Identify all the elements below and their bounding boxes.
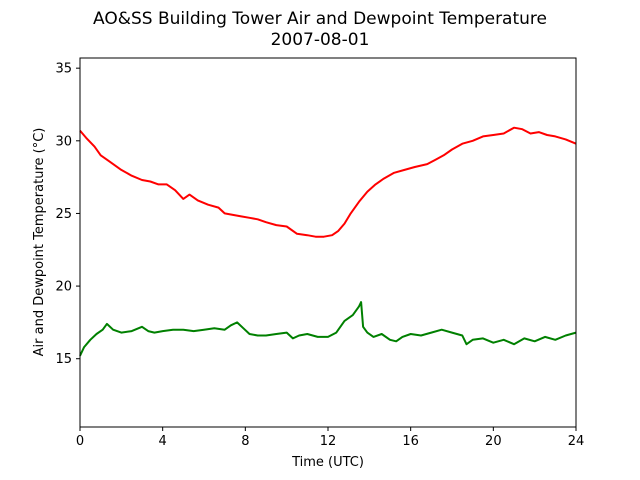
x-axis-label: Time (UTC) bbox=[291, 455, 364, 470]
plot-lines bbox=[79, 126, 577, 357]
x-tick-label: 20 bbox=[485, 434, 502, 449]
y-tick-label: 35 bbox=[55, 62, 72, 77]
y-tick-label: 20 bbox=[55, 280, 72, 295]
x-tick-label: 24 bbox=[568, 434, 585, 449]
y-tick-label: 30 bbox=[55, 134, 72, 149]
x-tick-label: 8 bbox=[241, 434, 249, 449]
series-line-1 bbox=[79, 301, 577, 357]
y-tick-label: 15 bbox=[55, 352, 72, 367]
x-tick-label: 4 bbox=[159, 434, 167, 449]
x-tick-label: 16 bbox=[402, 434, 419, 449]
y-axis-ticks: 15 20 25 30 35 bbox=[55, 62, 80, 367]
chart-title: AO&SS Building Tower Air and Dewpoint Te… bbox=[93, 9, 547, 29]
x-axis-ticks: 0 4 8 12 16 20 24 bbox=[76, 427, 584, 449]
y-axis-label: Air and Dewpoint Temperature (°C) bbox=[32, 128, 47, 357]
chart-subtitle: 2007-08-01 bbox=[271, 30, 370, 50]
plot-frame bbox=[79, 57, 577, 428]
series-line-0 bbox=[79, 126, 577, 238]
x-tick-label: 0 bbox=[76, 434, 84, 449]
y-tick-label: 25 bbox=[55, 207, 72, 222]
x-tick-label: 12 bbox=[320, 434, 337, 449]
